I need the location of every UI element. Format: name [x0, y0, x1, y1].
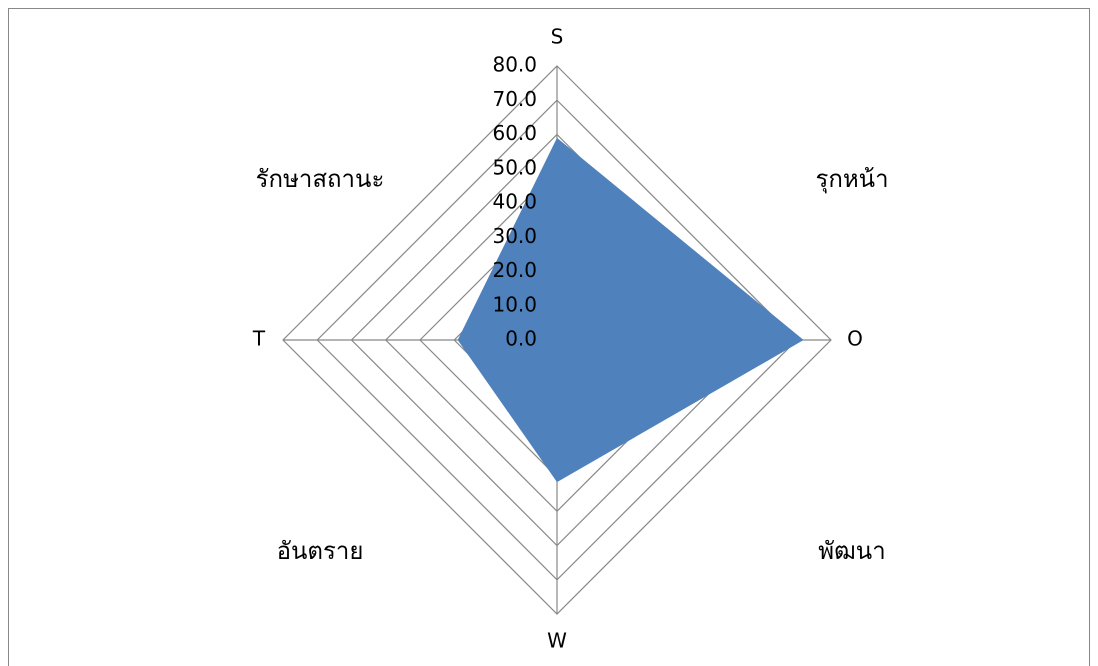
- r-tick-label: 0.0: [505, 327, 537, 351]
- category-label: S: [551, 25, 564, 49]
- r-tick-label: 50.0: [492, 155, 537, 179]
- r-tick-label: 10.0: [492, 292, 537, 316]
- quadrant-label: อันตราย: [277, 537, 364, 565]
- r-tick-label: 60.0: [492, 121, 537, 145]
- series-area: [457, 137, 804, 483]
- quadrant-label: รุกหน้า: [815, 165, 888, 194]
- r-tick-label: 20.0: [492, 258, 537, 282]
- category-label: O: [847, 327, 863, 351]
- category-label: W: [547, 629, 567, 653]
- category-label: T: [252, 327, 266, 351]
- r-tick-label: 40.0: [492, 190, 537, 214]
- r-tick-label: 80.0: [492, 53, 537, 77]
- r-tick-label: 30.0: [492, 224, 537, 248]
- r-tick-label: 70.0: [492, 87, 537, 111]
- quadrant-label: พัฒนา: [818, 537, 885, 565]
- quadrant-label: รักษาสถานะ: [256, 165, 385, 193]
